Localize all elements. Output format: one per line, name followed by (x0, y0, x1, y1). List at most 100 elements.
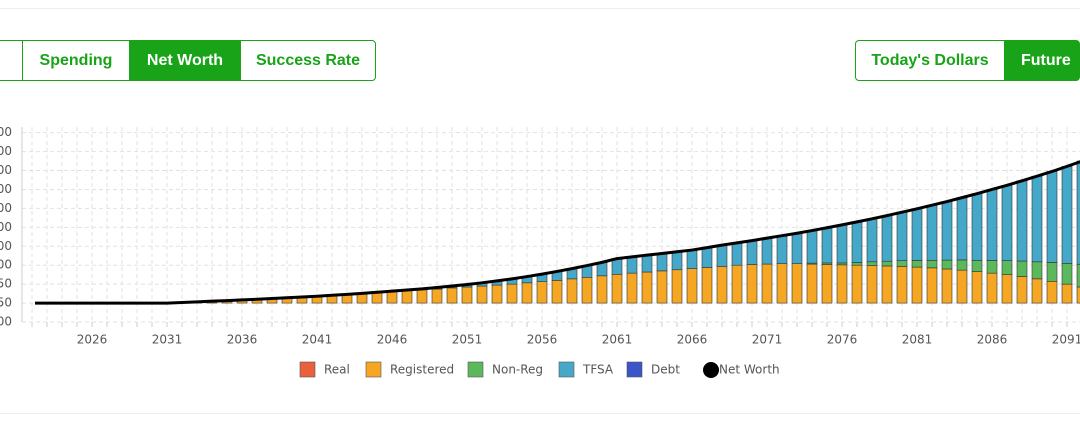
x-tick-label: 2036 (227, 333, 258, 347)
bar-segment (611, 273, 623, 304)
bar-segment (701, 267, 713, 304)
legend-item: Non-Reg (467, 361, 543, 378)
x-tick-label: 2071 (752, 333, 783, 347)
bar-segment (776, 235, 788, 264)
y-tick-label: 00 (0, 125, 12, 139)
bar-segment (1061, 263, 1073, 285)
legend-item: Registered (365, 361, 454, 378)
bar-segment (986, 272, 998, 304)
bar-segment (791, 263, 803, 304)
bar-segment (911, 208, 923, 261)
bar-segment (1076, 160, 1080, 265)
bar-segment (941, 201, 953, 261)
x-tick-label: 2056 (527, 333, 558, 347)
bar-segment (776, 263, 788, 304)
legend-item: Real (299, 361, 350, 378)
bar-segment (896, 260, 908, 267)
bar-segment (461, 286, 473, 304)
y-tick-label: 00 (0, 201, 12, 215)
bar-segment (956, 197, 968, 261)
bar-segment (716, 244, 728, 267)
bar-segment (866, 218, 878, 263)
y-tick-label: 50 (0, 277, 12, 291)
tab-button[interactable]: Future (1004, 40, 1080, 81)
bar-segment (866, 265, 878, 304)
bar-segment (836, 224, 848, 264)
legend-label: Debt (651, 363, 680, 377)
tab-button[interactable]: Net Worth (129, 40, 241, 81)
bar-segment (851, 264, 863, 304)
bar-segment (1076, 286, 1080, 304)
legend-label: Net Worth (719, 363, 780, 377)
bar-segment (626, 256, 638, 274)
y-tick-label: 00 (0, 220, 12, 234)
bar-segment (821, 227, 833, 264)
bar-segment (386, 290, 398, 304)
legend-swatch (558, 361, 575, 378)
x-tick-label: 2041 (302, 333, 333, 347)
bar-segment (746, 264, 758, 304)
bar-segment (761, 237, 773, 265)
bar-segment (656, 270, 668, 304)
bar-segment (1046, 262, 1058, 282)
legend-label: TFSA (582, 363, 614, 377)
x-tick-label: 2086 (977, 333, 1008, 347)
bar-segment (626, 272, 638, 304)
bar-segment (476, 285, 488, 304)
bar-segment (401, 290, 413, 304)
bar-segment (866, 261, 878, 266)
x-tick-label: 2046 (377, 333, 408, 347)
x-tick-label: 2051 (452, 333, 483, 347)
bar-segment (956, 259, 968, 271)
bar-segment (641, 254, 653, 273)
bar-segment (911, 266, 923, 304)
bar-segment (1016, 180, 1028, 262)
bar-segment (851, 221, 863, 263)
bar-segment (806, 230, 818, 264)
bar-segment (446, 287, 458, 304)
x-tick-label: 2091 (1052, 333, 1080, 347)
bar-segment (716, 266, 728, 304)
bar-segment (896, 211, 908, 261)
bar-segment (761, 263, 773, 304)
legend-swatch (467, 361, 484, 378)
bar-segment (926, 267, 938, 304)
legend-label: Real (324, 363, 350, 377)
bar-segment (506, 283, 518, 304)
bar-segment (971, 271, 983, 304)
bar-segment (926, 204, 938, 261)
dollar-tabs: Today's Dollars Future (855, 40, 1080, 81)
bar-segment (746, 240, 758, 265)
tab-button[interactable]: Today's Dollars (855, 40, 1005, 81)
bar-segment (1031, 278, 1043, 304)
bar-segment (1001, 260, 1013, 275)
bar-segment (1001, 274, 1013, 304)
bar-segment (881, 215, 893, 262)
legend-swatch (365, 361, 382, 378)
bar-segment (941, 268, 953, 304)
y-tick-label: 50 (0, 296, 12, 310)
legend-label: Non-Reg (492, 363, 543, 377)
bar-segment (731, 242, 743, 266)
bar-segment (431, 288, 443, 304)
bar-segment (881, 260, 893, 267)
bar-segment (641, 271, 653, 304)
bar-segment (851, 262, 863, 266)
bar-segment (896, 266, 908, 304)
bar-segment (1061, 166, 1073, 264)
bar-segment (971, 193, 983, 261)
bar-segment (536, 281, 548, 304)
legend-label: Registered (390, 363, 454, 377)
tab-button[interactable]: Spending (22, 40, 130, 81)
x-tick-label: 2081 (902, 333, 933, 347)
x-tick-label: 2076 (827, 333, 858, 347)
bar-segment (956, 269, 968, 304)
bar-segment (1031, 261, 1043, 280)
bar-segment (596, 275, 608, 304)
legend-swatch (626, 361, 643, 378)
tab-button[interactable]: Success Rate (240, 40, 376, 81)
bar-segment (986, 260, 998, 274)
y-tick-label: 00 (0, 163, 12, 177)
bar-segment (1061, 283, 1073, 304)
x-tick-label: 2026 (77, 333, 108, 347)
